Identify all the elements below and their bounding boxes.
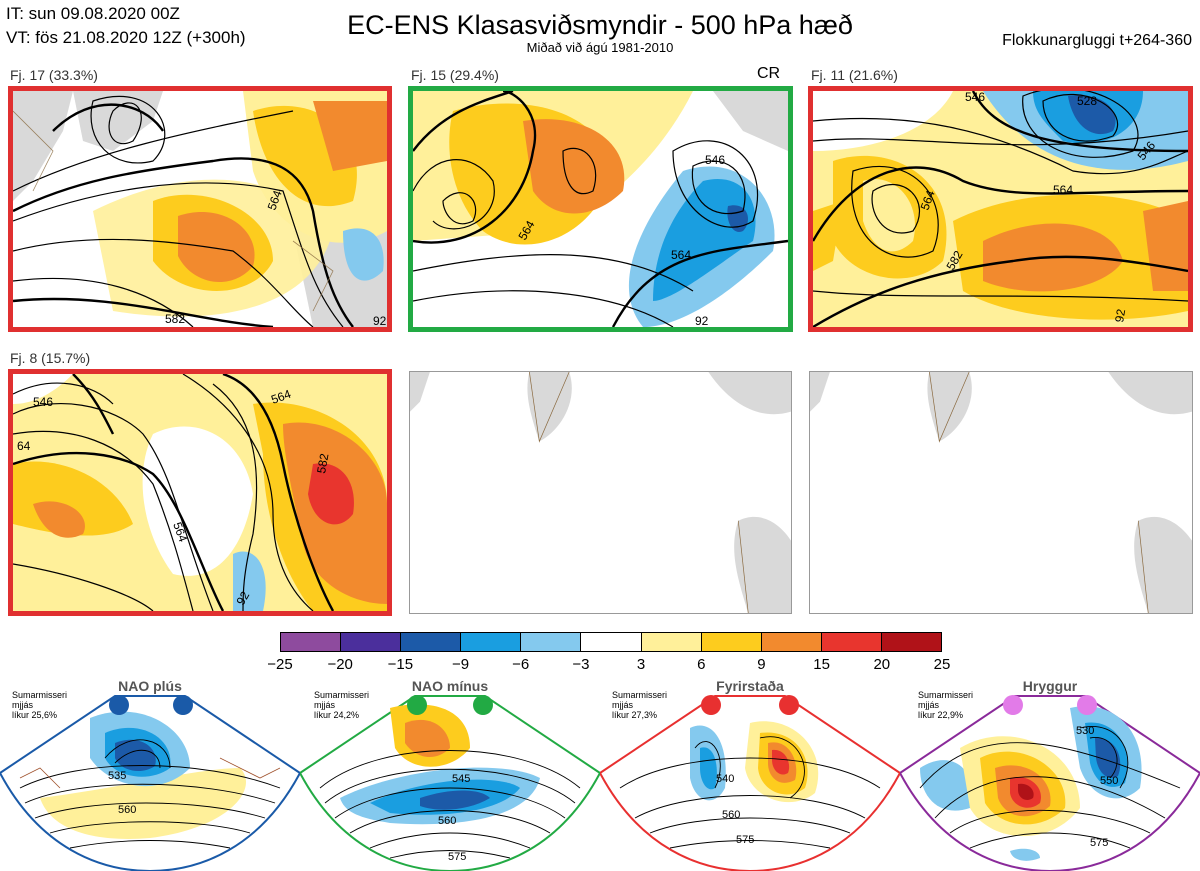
contour-label: 546 — [33, 395, 53, 409]
panel-4-label: Fj. 8 (15.7%) — [10, 350, 91, 366]
contour-label: 550 — [1100, 775, 1118, 787]
contour-label: 564 — [269, 387, 293, 407]
contour-label: 575 — [736, 834, 754, 846]
contour-label: 564 — [918, 188, 938, 212]
colorbar-tick: 20 — [873, 656, 891, 673]
colorbar-swatch — [461, 633, 522, 651]
contour-label: 575 — [1090, 837, 1108, 849]
colorbar-tick: −3 — [572, 656, 590, 673]
contour-label: 560 — [438, 815, 456, 827]
contour-label: 540 — [716, 773, 734, 785]
contour-label: 582 — [314, 452, 331, 474]
panel-1-label: Fj. 17 (33.3%) — [10, 67, 98, 83]
colorbar-tick: 25 — [933, 656, 951, 673]
regime-dot — [779, 695, 799, 715]
contour-label: 545 — [452, 773, 470, 785]
panel-2-label: Fj. 15 (29.4%) — [411, 67, 499, 83]
regime-dot — [1003, 695, 1023, 715]
regime-note: Sumarmisseri mjjás líkur 27,3% — [612, 690, 668, 720]
colorbar — [280, 632, 942, 652]
colorbar-tick: −6 — [512, 656, 530, 673]
cluster-map-2[interactable]: 546 564 564 92 — [408, 86, 793, 332]
regime-blocking: 540 560 575 Fyrirstaða Sumarmisseri mjjás… — [600, 678, 900, 871]
colorbar-tick: −25 — [267, 656, 293, 673]
contour-label: 535 — [108, 770, 126, 782]
contour-label: 530 — [1076, 725, 1094, 737]
regime-note: Sumarmisseri mjjás líkur 25,6% — [12, 690, 68, 720]
regime-dot — [407, 695, 427, 715]
colorbar-swatch — [521, 633, 582, 651]
valid-time: VT: fös 21.08.2020 12Z (+300h) — [6, 28, 246, 47]
empty-map-5 — [409, 371, 792, 614]
contour-label: 564 — [671, 248, 691, 262]
regime-dot — [473, 695, 493, 715]
colorbar-swatch — [761, 633, 822, 651]
classification-window: Flokkunargluggi t+264-360 — [1002, 32, 1192, 49]
cluster-map-4[interactable]: 546 564 582 564 92 64 — [8, 369, 392, 616]
colorbar-swatch — [401, 633, 462, 651]
regime-title: Fyrirstaða — [716, 678, 784, 694]
empty-map-6 — [809, 371, 1193, 614]
contour-label: 546 — [705, 153, 725, 167]
regime-nao-plus: 535 560 NAO plús Sumarmisseri mjjás líkur … — [0, 678, 300, 871]
contour-label: 560 — [722, 809, 740, 821]
regime-note: Sumarmisseri mjjás líkur 22,9% — [918, 690, 974, 720]
regime-title: Hryggur — [1022, 678, 1078, 694]
contour-label: 92 — [695, 314, 709, 327]
contour-label: 528 — [1077, 94, 1097, 108]
colorbar-swatch — [641, 633, 702, 651]
contour-label: 546 — [965, 91, 985, 104]
contour-label: 582 — [165, 312, 185, 326]
contour-label: 64 — [17, 439, 31, 453]
regime-dot — [109, 695, 129, 715]
contour-label: 92 — [1112, 308, 1128, 324]
colorbar-ticks: −25 −20 −15 −9 −6 −3 3 6 9 15 20 25 — [0, 656, 1200, 676]
regime-dot — [1077, 695, 1097, 715]
cluster-map-1[interactable]: 564 582 92 — [8, 86, 392, 332]
colorbar-tick: 15 — [813, 656, 830, 673]
colorbar-tick: 6 — [697, 656, 706, 673]
contour-label: 92 — [233, 589, 252, 608]
contour-label: 92 — [373, 314, 387, 327]
regime-nao-minus: 545 560 575 NAO mínus Sumarmisseri mjjás l… — [300, 678, 600, 871]
colorbar-swatch — [581, 633, 642, 651]
regime-note: Sumarmisseri mjjás líkur 24,2% — [314, 690, 370, 720]
contour-label: 564 — [170, 520, 190, 544]
panel-2-tag: CR — [757, 65, 781, 82]
contour-label: 564 — [1053, 183, 1073, 197]
colorbar-swatch — [821, 633, 882, 651]
regime-title: NAO mínus — [411, 678, 489, 694]
colorbar-swatch — [701, 633, 762, 651]
initial-time: IT: sun 09.08.2020 00Z — [6, 4, 180, 23]
regime-ridge: 530 550 575 Hryggur Sumarmisseri mjjás lík… — [900, 678, 1200, 871]
colorbar-tick: −15 — [387, 656, 414, 673]
regime-dot — [701, 695, 721, 715]
page-title: EC-ENS Klasasviðsmyndir - 500 hPa hæð — [347, 10, 853, 40]
colorbar-swatch — [281, 633, 342, 651]
contour-label: 560 — [118, 804, 136, 816]
colorbar-tick: −20 — [327, 656, 353, 673]
colorbar-tick: 9 — [757, 656, 766, 673]
cluster-map-3[interactable]: 528 546 564 582 92 546 564 — [808, 86, 1193, 332]
regime-title: NAO plús — [118, 678, 182, 694]
colorbar-tick: 3 — [636, 656, 646, 673]
panel-3-label: Fj. 11 (21.6%) — [811, 67, 898, 83]
colorbar-tick: −9 — [451, 656, 470, 673]
regime-dot — [173, 695, 193, 715]
colorbar-swatch — [881, 633, 942, 651]
contour-label: 575 — [448, 851, 466, 863]
contour-label: 564 — [265, 188, 285, 212]
colorbar-swatch — [341, 633, 402, 651]
page-subtitle: Miðað við ágú 1981-2010 — [526, 40, 674, 55]
